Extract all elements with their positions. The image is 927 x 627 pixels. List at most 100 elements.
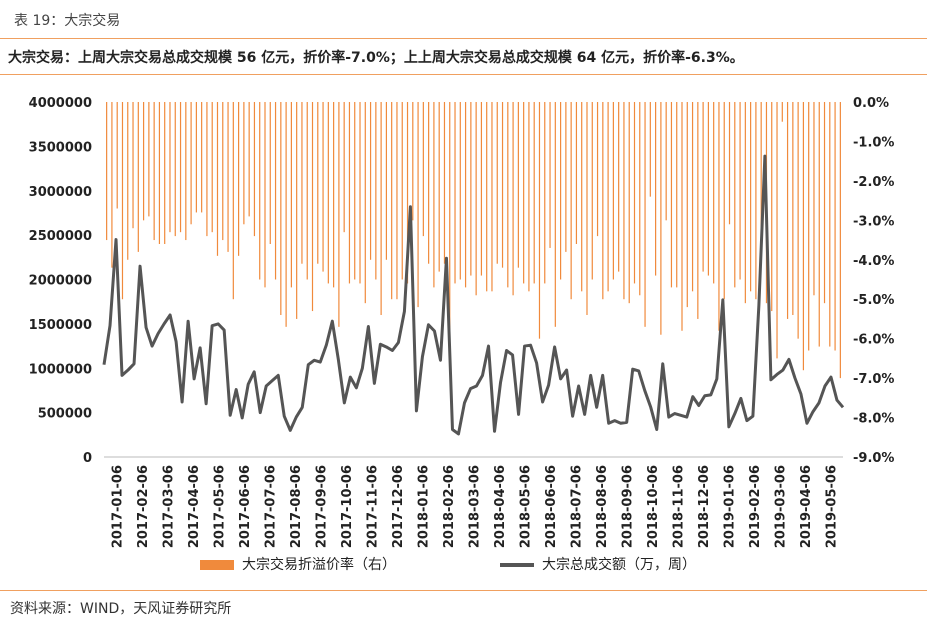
bar-discount-rate	[296, 102, 298, 319]
source-note: 资料来源：WIND，天风证券研究所	[10, 601, 232, 617]
bar-discount-rate	[776, 102, 778, 359]
bar-discount-rate	[280, 102, 282, 315]
bar-discount-rate	[586, 102, 588, 315]
bar-discount-rate	[528, 102, 530, 292]
x-tick-label: 2017-08-06	[289, 465, 304, 548]
y-right-tick-label: -8.0%	[853, 412, 894, 427]
bar-discount-rate	[639, 102, 641, 296]
bar-discount-rate	[728, 102, 731, 225]
y-right-tick-label: -4.0%	[853, 254, 894, 269]
x-tick-label: 2018-09-06	[620, 465, 635, 548]
bar-discount-rate	[771, 102, 773, 312]
bar-discount-rate	[164, 102, 166, 244]
y-right-tick-label: -1.0%	[853, 135, 894, 150]
bar-discount-rate	[127, 102, 129, 260]
y-right-tick-label: -6.0%	[853, 333, 894, 348]
bar-discount-rate	[538, 102, 541, 339]
x-tick-label: 2017-12-06	[391, 465, 406, 548]
legend-swatch-bar	[200, 560, 234, 570]
bar-discount-rate	[142, 102, 145, 221]
bar-discount-rate	[322, 102, 324, 272]
bar-discount-rate	[412, 102, 414, 221]
x-tick-label: 2018-02-06	[442, 465, 457, 548]
bar-discount-rate	[401, 102, 403, 280]
bar-discount-rate	[655, 102, 657, 276]
bar-discount-rate	[750, 102, 752, 292]
bar-discount-rate	[311, 102, 314, 312]
bar-discount-rate	[227, 102, 229, 252]
x-tick-label: 2019-02-06	[748, 465, 763, 548]
bar-discount-rate	[248, 102, 250, 217]
bar-discount-rate	[174, 102, 176, 237]
bar-discount-rate	[755, 102, 757, 300]
bar-discount-rate	[823, 102, 826, 304]
summary-rule	[0, 74, 927, 75]
bar-discount-rate	[818, 102, 820, 347]
bar-discount-rate	[359, 102, 361, 284]
bar-discount-rate	[391, 102, 393, 300]
bar-discount-rate	[459, 102, 461, 280]
x-tick-label: 2018-12-06	[697, 465, 712, 548]
bar-discount-rate	[121, 102, 124, 300]
x-tick-label: 2019-04-06	[799, 465, 814, 548]
bar-discount-rate	[343, 102, 345, 233]
bar-discount-rate	[575, 102, 578, 244]
bar-discount-rate	[385, 102, 387, 260]
bar-discount-rate	[185, 102, 187, 241]
bar-discount-rate	[354, 102, 356, 280]
y-left-tick-label: 1500000	[29, 318, 92, 333]
bar-discount-rate	[179, 102, 182, 233]
top-rule	[0, 38, 927, 39]
bar-discount-rate	[797, 102, 799, 339]
bar-discount-rate	[269, 102, 271, 244]
bar-discount-rate	[676, 102, 678, 288]
y-right-tick-label: -5.0%	[853, 293, 894, 308]
bar-discount-rate	[702, 102, 704, 272]
bar-discount-rate	[723, 102, 725, 300]
bar-discount-rate	[290, 102, 292, 288]
bar-discount-rate	[744, 102, 746, 304]
bar-discount-rate	[443, 102, 446, 264]
table-title: 表 19：大宗交易	[14, 13, 121, 29]
bar-discount-rate	[691, 102, 694, 292]
bar-discount-rate	[222, 102, 224, 241]
bar-discount-rate	[596, 102, 599, 237]
bar-discount-rate	[169, 102, 171, 233]
bar-discount-rate	[697, 102, 699, 319]
bar-discount-rate	[839, 102, 841, 379]
bar-discount-rate	[327, 102, 329, 284]
bar-discount-rate	[554, 102, 556, 327]
bar-discount-rate	[422, 102, 424, 237]
bar-discount-rate	[464, 102, 467, 288]
bar-discount-rate	[243, 102, 245, 225]
bar-discount-rate	[137, 102, 139, 252]
x-tick-label: 2017-05-06	[213, 465, 228, 548]
x-tick-label: 2018-04-06	[493, 465, 508, 548]
bar-discount-rate	[813, 102, 815, 296]
bar-discount-rate	[116, 102, 118, 209]
bar-discount-rate	[834, 102, 836, 351]
bar-discount-rate	[348, 102, 351, 284]
bar-discount-rate	[253, 102, 256, 237]
y-left-tick-label: 1000000	[29, 362, 92, 377]
bar-discount-rate	[232, 102, 234, 300]
bar-discount-rate	[628, 102, 630, 304]
x-tick-label: 2018-07-06	[569, 465, 584, 548]
bar-discount-rate	[781, 102, 783, 122]
bar-discount-rate	[570, 102, 572, 300]
bar-discount-rate	[216, 102, 219, 256]
bar-discount-rate	[438, 102, 440, 272]
bar-discount-rate	[375, 102, 377, 280]
bar-discount-rate	[523, 102, 525, 284]
bar-discount-rate	[417, 102, 419, 308]
bar-discount-rate	[364, 102, 366, 304]
x-tick-label: 2017-11-06	[366, 465, 381, 548]
bar-discount-rate	[106, 102, 108, 241]
x-tick-label: 2018-08-06	[595, 465, 610, 548]
bar-discount-rate	[713, 102, 715, 284]
bar-discount-rate	[132, 102, 134, 229]
bar-discount-rate	[285, 102, 287, 327]
bar-discount-rate	[396, 102, 398, 300]
y-left-tick-label: 2500000	[29, 229, 92, 244]
bar-discount-rate	[607, 102, 609, 292]
